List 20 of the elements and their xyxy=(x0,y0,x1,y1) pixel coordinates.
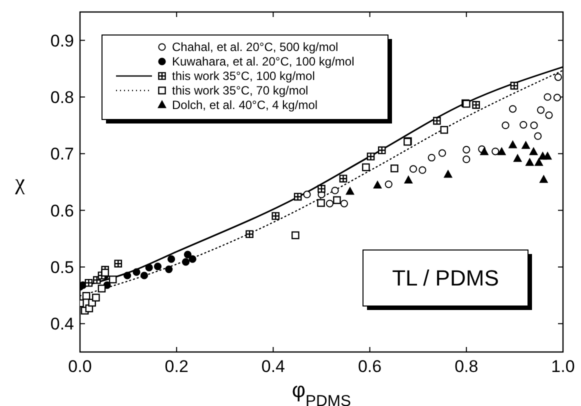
x-tick-label: 0.0 xyxy=(68,357,92,376)
x-tick-label: 0.4 xyxy=(261,357,286,376)
y-tick-label: 0.4 xyxy=(50,314,74,334)
legend-label: this work 35°C, 100 kg/mol xyxy=(172,69,315,84)
x-axis-title: φ$_{PDMS}$ xyxy=(292,379,352,406)
legend-label: Kuwahara, et al. 20°C, 100 kg/mol xyxy=(172,54,354,69)
legend-label: Chahal, et al. 20°C, 500 kg/mol xyxy=(172,40,338,54)
annotation: TL / PDMS xyxy=(392,266,499,291)
y-tick-label: 0.6 xyxy=(50,201,74,220)
y-axis-title: χ xyxy=(14,170,26,195)
legend-label: this work 35°C, 70 kg/mol xyxy=(172,84,308,98)
y-tick-label: 0.7 xyxy=(50,144,74,164)
x-tick-label: 0.8 xyxy=(454,357,478,376)
x-tick-label: 1.0 xyxy=(551,357,575,376)
y-tick-label: 0.5 xyxy=(50,258,74,277)
x-tick-label: 0.6 xyxy=(358,357,382,376)
y-tick-label: 0.8 xyxy=(50,88,74,107)
legend-label: Dolch, et al. 40°C, 4 kg/mol xyxy=(172,98,318,112)
y-tick-label: 0.9 xyxy=(50,31,74,50)
x-tick-label: 0.2 xyxy=(164,357,188,376)
